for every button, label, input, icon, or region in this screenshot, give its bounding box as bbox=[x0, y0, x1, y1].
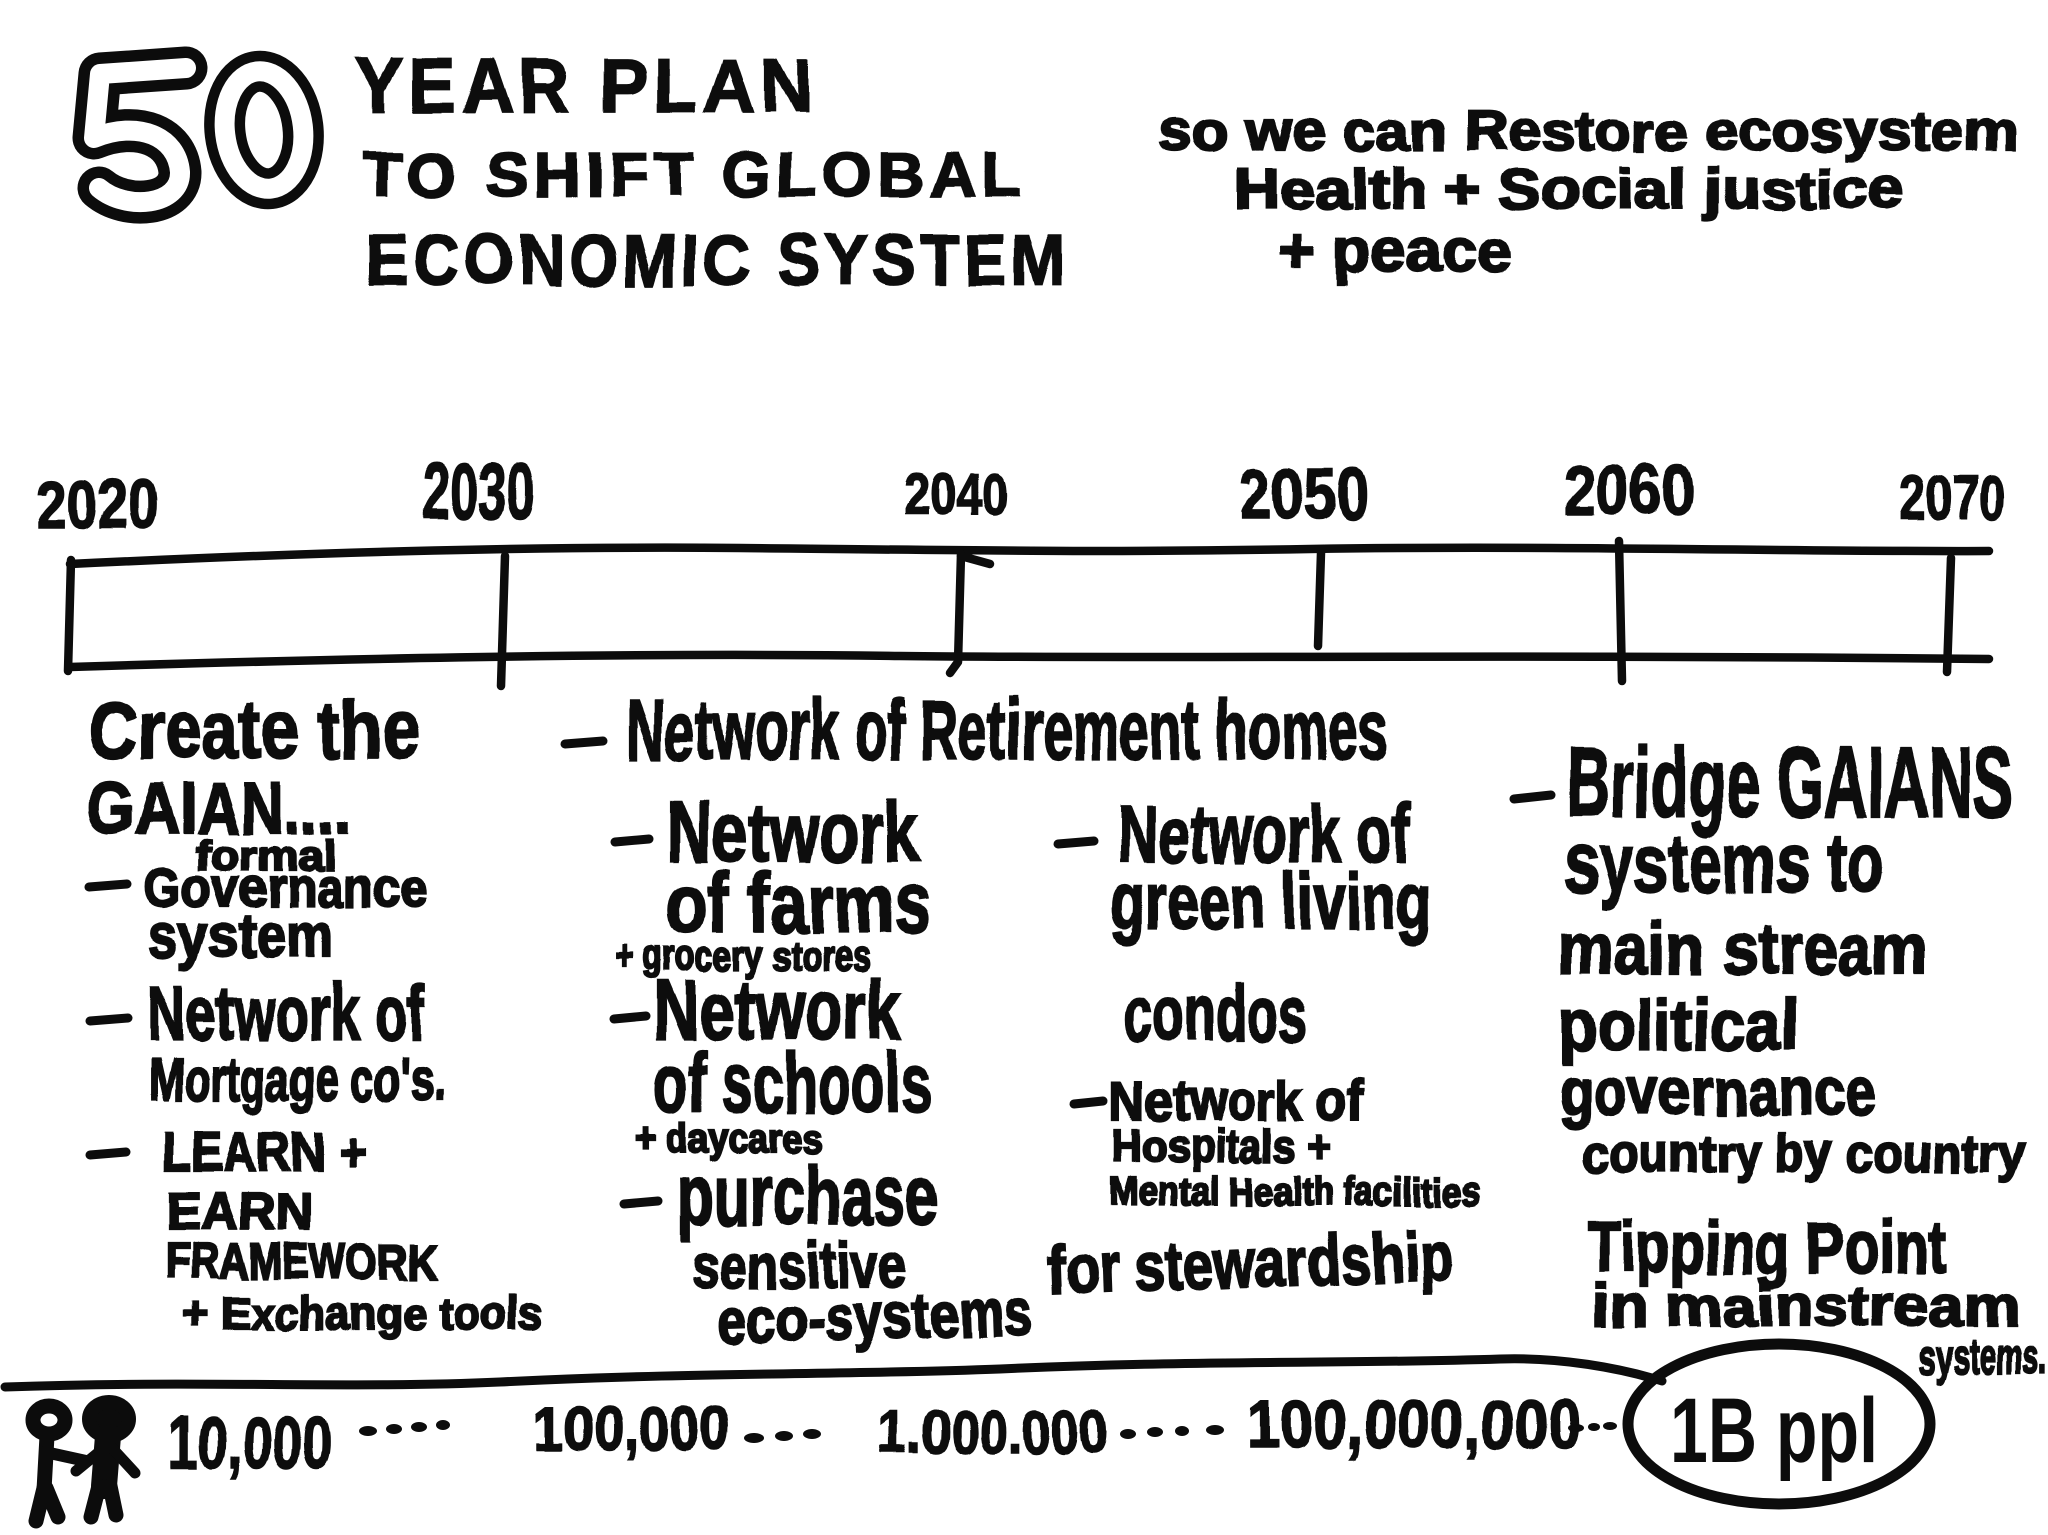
svg-text:+ Exchange tools: + Exchange tools bbox=[184, 1287, 543, 1340]
svg-text:main stream: main stream bbox=[1558, 910, 1928, 990]
svg-text:Network of: Network of bbox=[1110, 1069, 1363, 1132]
svg-text:Network: Network bbox=[654, 963, 902, 1057]
svg-text:GAIAN....: GAIAN.... bbox=[87, 769, 352, 849]
svg-text:system: system bbox=[148, 902, 334, 971]
svg-text:in mainstream: in mainstream bbox=[1592, 1274, 2020, 1339]
svg-text:sensitive: sensitive bbox=[691, 1230, 907, 1302]
svg-text:Tipping Point: Tipping Point bbox=[1587, 1208, 1947, 1288]
svg-text:formal: formal bbox=[196, 832, 336, 879]
svg-text:systems to: systems to bbox=[1565, 816, 1885, 910]
svg-text:1.000.000: 1.000.000 bbox=[878, 1399, 1108, 1466]
svg-text:green living: green living bbox=[1110, 857, 1431, 945]
svg-text:Network of: Network of bbox=[1117, 789, 1410, 880]
svg-text:EARN: EARN bbox=[166, 1182, 312, 1241]
svg-text:Governance: Governance bbox=[144, 856, 428, 918]
svg-text:country by country: country by country bbox=[1582, 1124, 2025, 1184]
svg-text:systems.: systems. bbox=[1919, 1329, 2047, 1385]
svg-text:2070: 2070 bbox=[1899, 465, 2005, 534]
svg-text:10,000: 10,000 bbox=[168, 1401, 331, 1484]
svg-text:Mental Health facilities: Mental Health facilities bbox=[1110, 1171, 1481, 1215]
svg-text:Network of: Network of bbox=[147, 969, 426, 1057]
svg-text:2020: 2020 bbox=[37, 467, 157, 543]
svg-text:100,000,000: 100,000,000 bbox=[1246, 1387, 1581, 1463]
svg-text:of farms: of farms bbox=[666, 856, 931, 950]
svg-text:eco-systems: eco-systems bbox=[717, 1275, 1034, 1358]
svg-text:100,000: 100,000 bbox=[534, 1395, 730, 1464]
svg-text:Hospitals +: Hospitals + bbox=[1113, 1120, 1331, 1172]
svg-text:LEARN +: LEARN + bbox=[162, 1120, 366, 1182]
svg-text:2060: 2060 bbox=[1564, 451, 1694, 529]
svg-text:Network: Network bbox=[666, 785, 919, 879]
svg-text:condos: condos bbox=[1124, 969, 1307, 1057]
svg-text:1B ppl: 1B ppl bbox=[1670, 1380, 1878, 1482]
svg-text:2040: 2040 bbox=[903, 462, 1008, 527]
svg-text:Create the: Create the bbox=[89, 685, 419, 776]
svg-text:2050: 2050 bbox=[1239, 455, 1367, 535]
svg-text:TO SHIFT GLOBAL: TO SHIFT GLOBAL bbox=[363, 141, 1026, 210]
svg-text:governance: governance bbox=[1558, 1054, 1876, 1128]
svg-text:+ daycares: + daycares bbox=[635, 1117, 823, 1161]
svg-text:Bridge GAIANS: Bridge GAIANS bbox=[1567, 727, 2013, 837]
svg-text:for stewardship: for stewardship bbox=[1046, 1217, 1453, 1309]
svg-text:YEAR PLAN: YEAR PLAN bbox=[355, 44, 817, 129]
svg-text:Mortgage co's.: Mortgage co's. bbox=[149, 1046, 445, 1113]
svg-text:FRAMEWORK: FRAMEWORK bbox=[166, 1235, 436, 1289]
svg-text:purchase: purchase bbox=[677, 1148, 938, 1242]
svg-text:Health + Social justice: Health + Social justice bbox=[1234, 157, 1904, 220]
svg-text:so we can Restore ecosystem: so we can Restore ecosystem bbox=[1158, 99, 2018, 162]
svg-text:+ grocery stores: + grocery stores bbox=[614, 932, 870, 979]
svg-text:of schools: of schools bbox=[654, 1036, 931, 1130]
svg-text:2030: 2030 bbox=[422, 447, 535, 536]
svg-text:political: political bbox=[1558, 986, 1799, 1066]
svg-text:ECONOMIC SYSTEM: ECONOMIC SYSTEM bbox=[365, 221, 1069, 301]
svg-text:Network of Retirement homes: Network of Retirement homes bbox=[626, 683, 1389, 777]
svg-text:+ peace: + peace bbox=[1278, 217, 1512, 286]
